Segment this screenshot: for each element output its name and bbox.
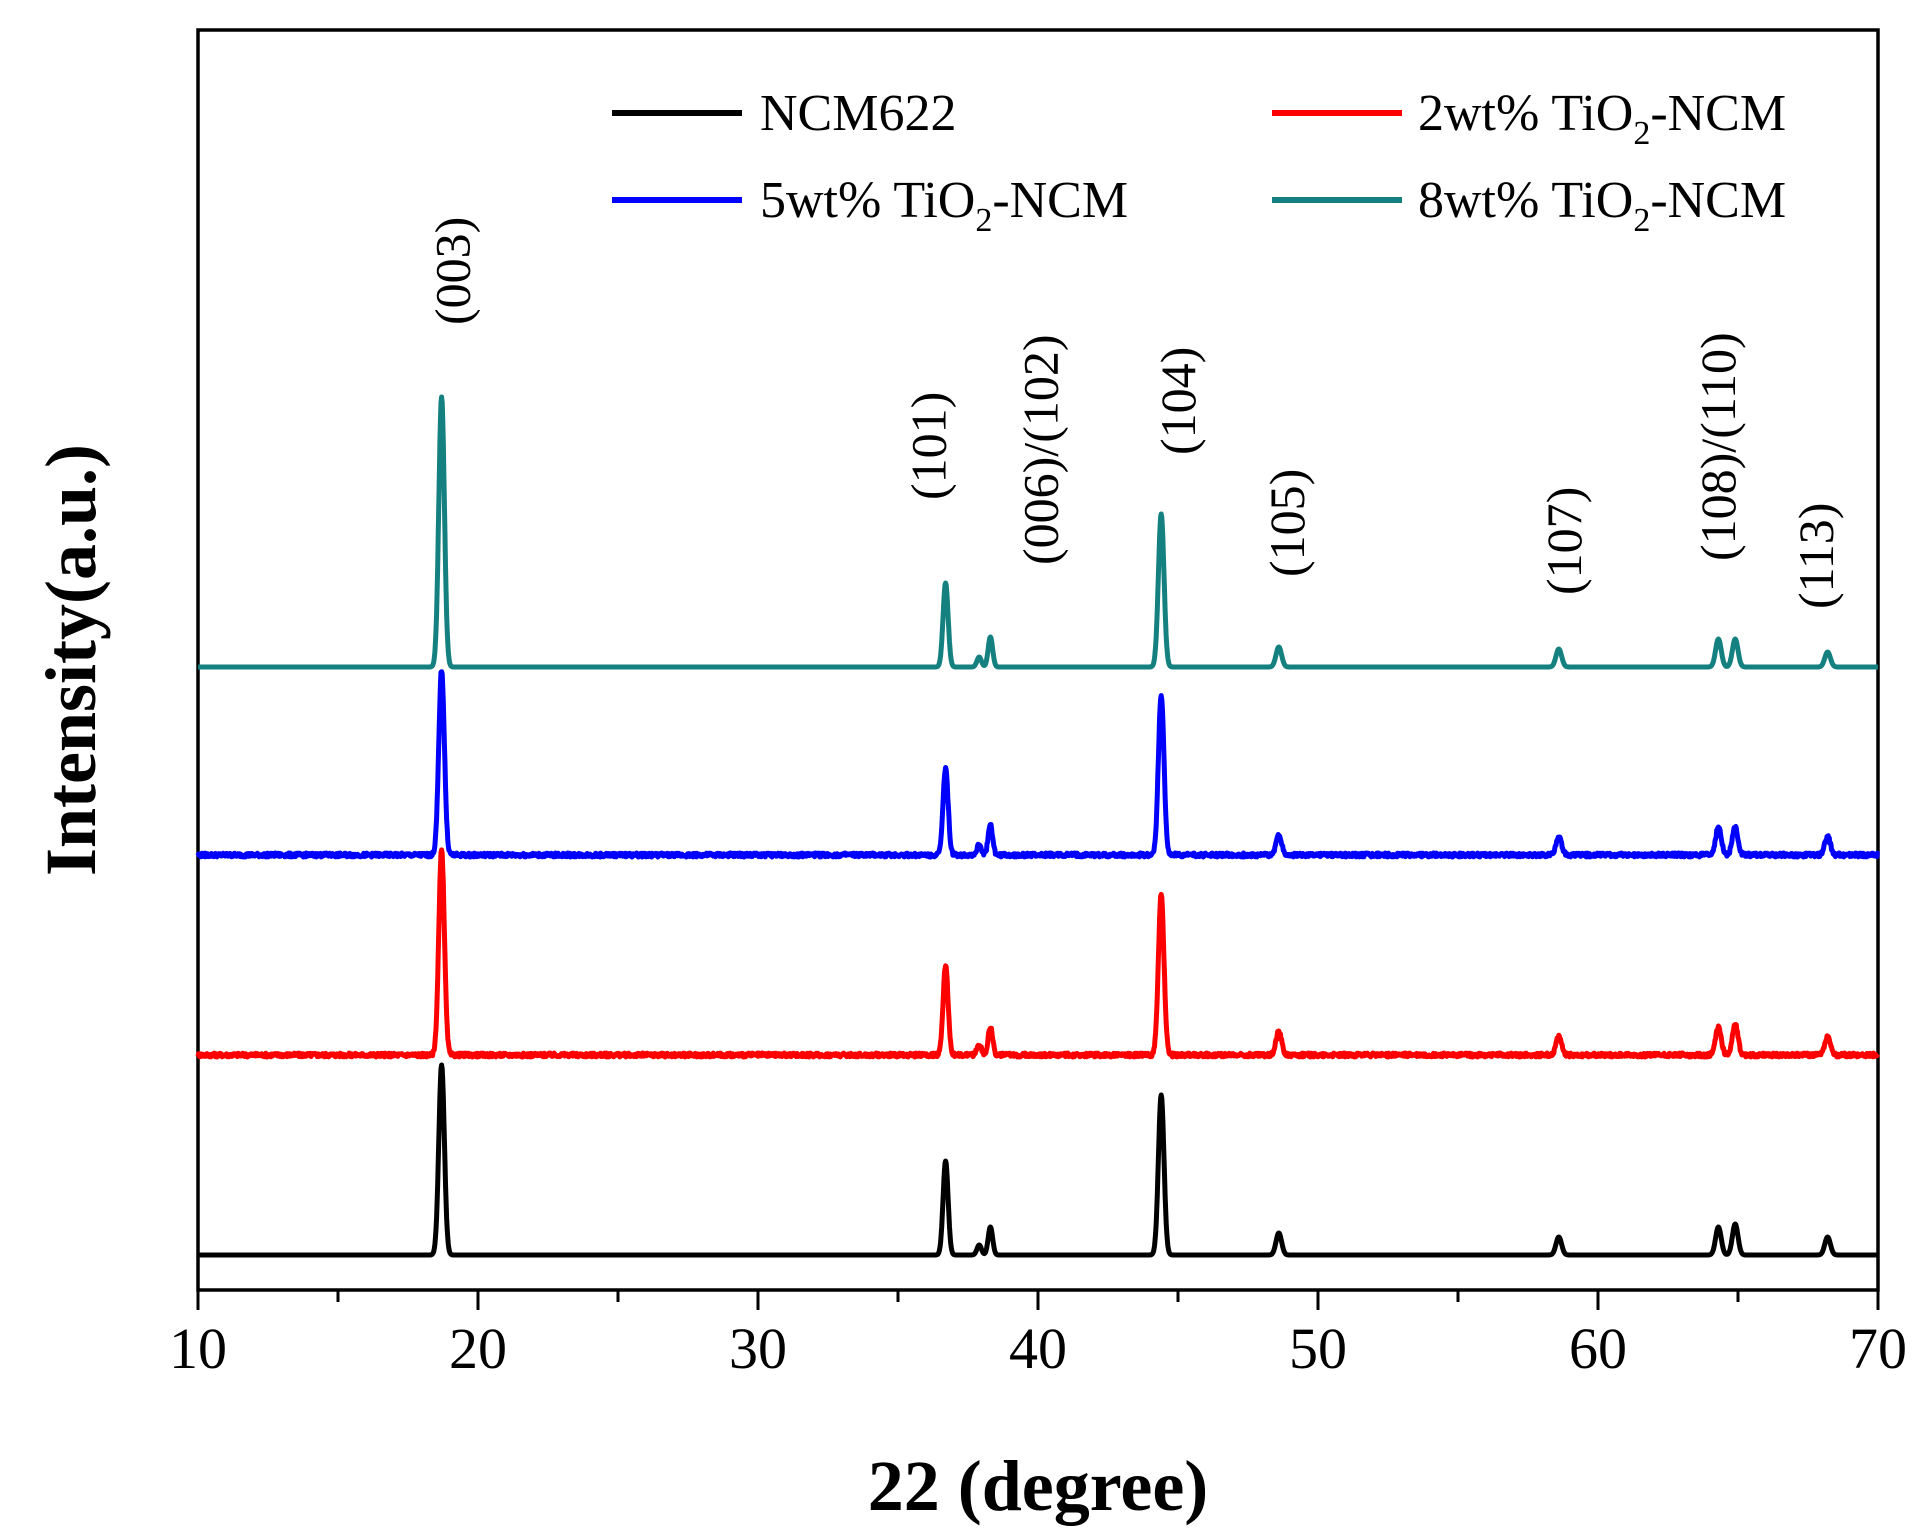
legend: NCM622 2wt% TiO2-NCM 5wt% TiO2-NCM 8wt% TiO… (612, 85, 1786, 239)
x-axis-ticks: 10 20 30 40 50 60 70 (169, 1290, 1907, 1381)
legend-label: NCM622 (760, 85, 956, 142)
x-tick-label: 30 (729, 1316, 787, 1381)
series-line (195, 669, 1880, 860)
peak-label: (105) (1259, 469, 1315, 577)
x-tick-label: 20 (449, 1316, 507, 1381)
series-line (195, 847, 1880, 1060)
x-tick-label: 40 (1009, 1316, 1067, 1381)
peak-label: (101) (901, 392, 957, 500)
peak-label: (113) (1788, 503, 1844, 609)
peak-label: (104) (1150, 347, 1206, 455)
y-axis-title: Intensity(a.u.) (31, 444, 111, 876)
legend-label: 5wt% TiO2-NCM (760, 172, 1128, 239)
x-axis-title: 22 (degree) (868, 1446, 1209, 1526)
peak-label: (006)/(102) (1013, 335, 1069, 566)
x-tick-label: 70 (1849, 1316, 1907, 1381)
x-tick-label: 60 (1569, 1316, 1627, 1381)
series-line (196, 1062, 1880, 1258)
peak-annotations: (003) (101) (006)/(102) (104) (105) (107) (108… (425, 217, 1845, 609)
x-tick-label: 10 (169, 1316, 227, 1381)
legend-label: 2wt% TiO2-NCM (1418, 85, 1786, 152)
peak-label: (003) (425, 217, 481, 325)
x-tick-label: 50 (1289, 1316, 1347, 1381)
peak-label: (107) (1536, 487, 1592, 595)
series-line (196, 394, 1880, 670)
series-layer (195, 394, 1880, 1258)
legend-label: 8wt% TiO2-NCM (1418, 172, 1786, 239)
peak-label: (108)/(110) (1690, 332, 1746, 561)
